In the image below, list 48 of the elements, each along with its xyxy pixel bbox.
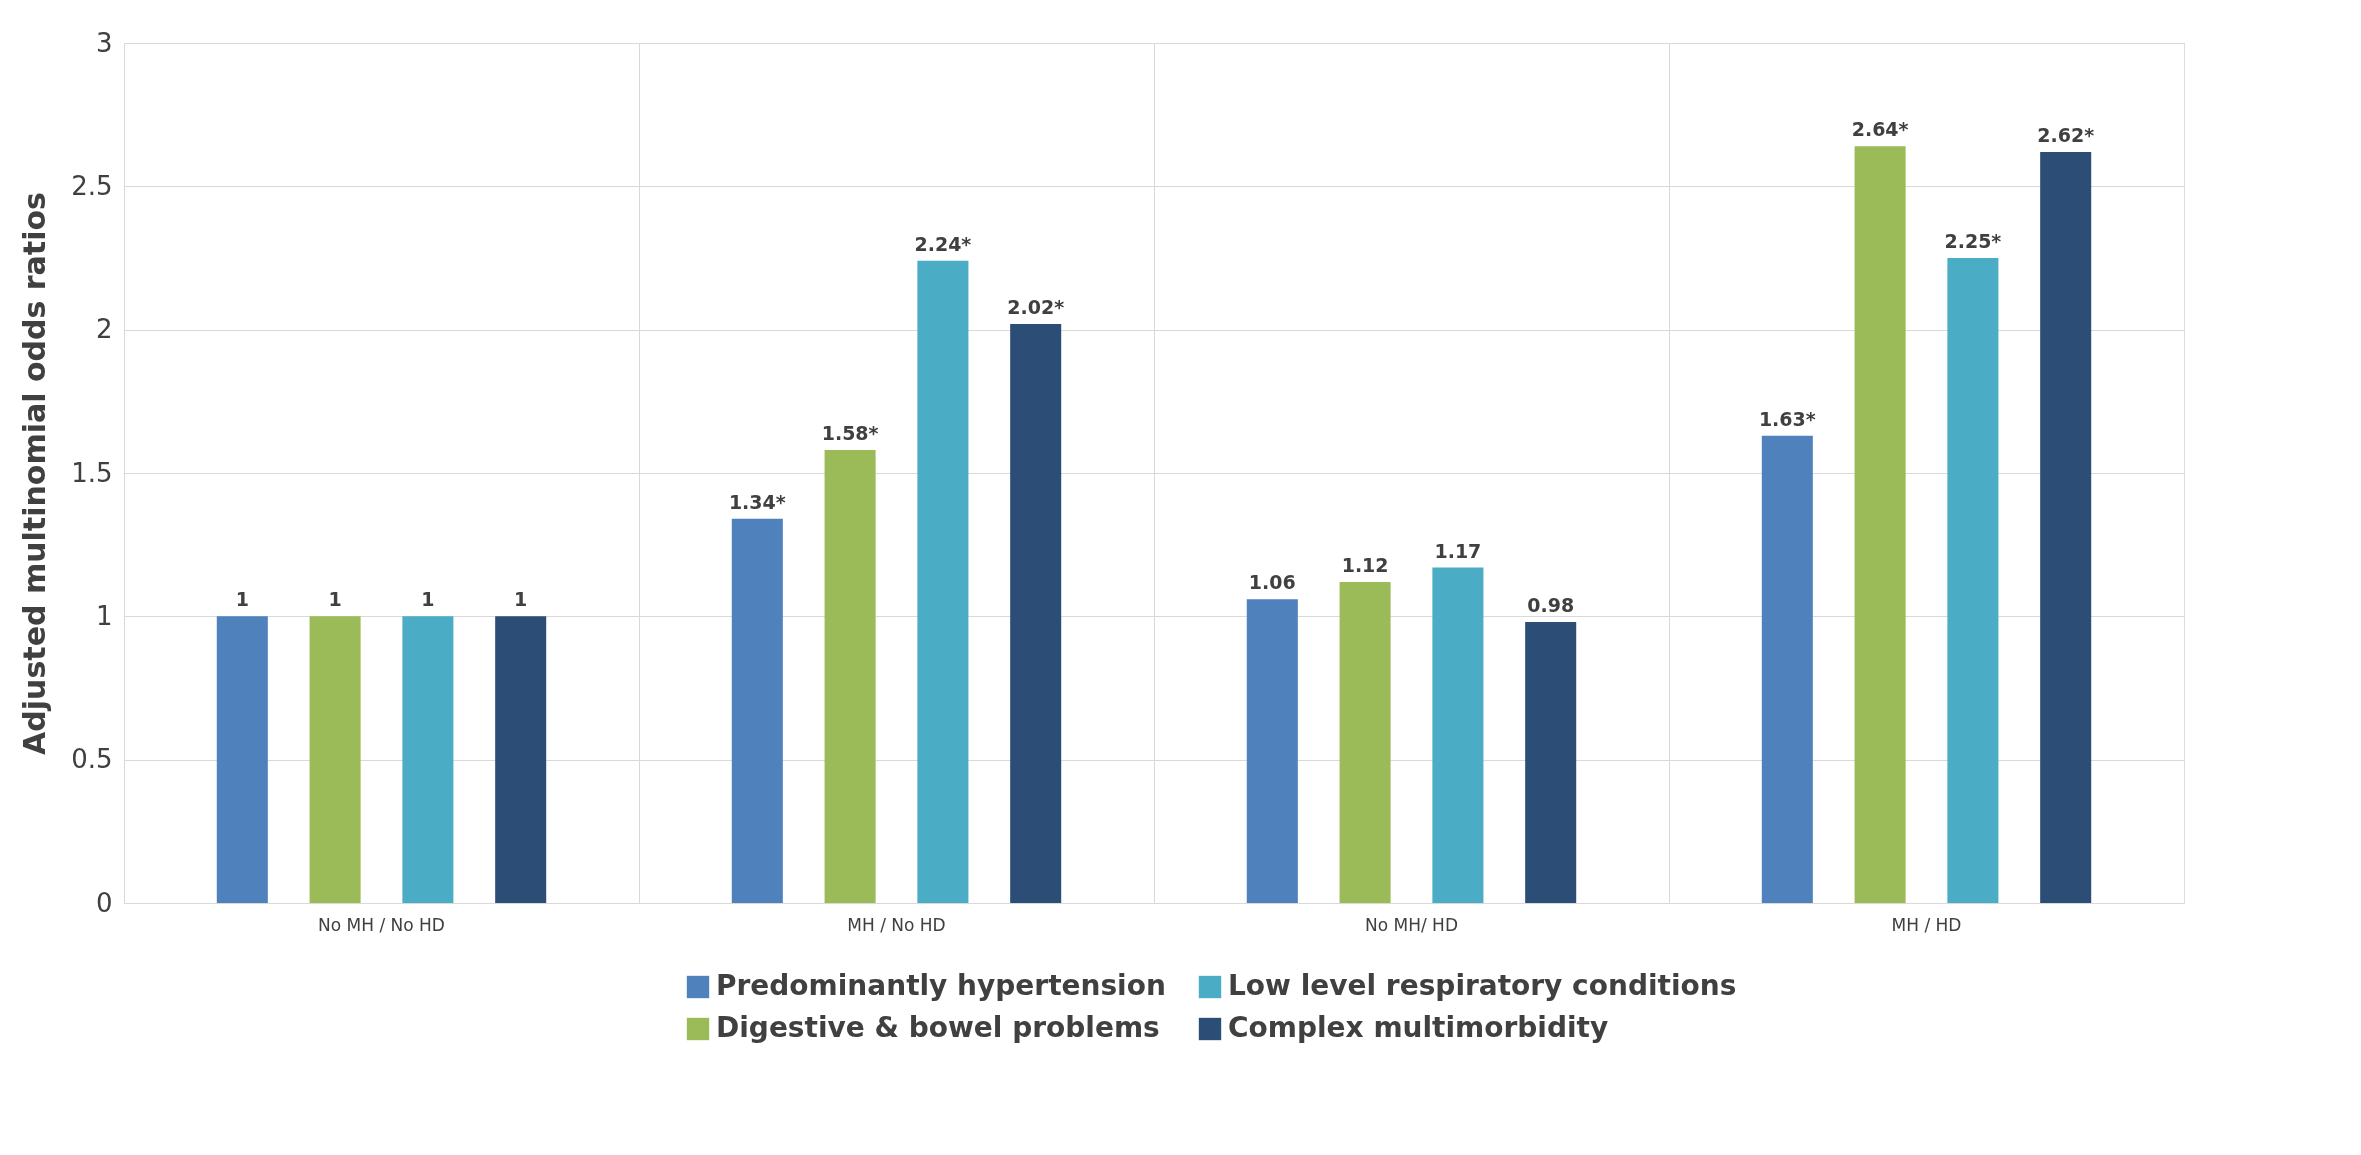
data-label: 1.58* — [821, 422, 879, 445]
bar — [1761, 435, 1813, 903]
bar — [495, 616, 547, 903]
bar — [2040, 151, 2092, 903]
bar — [1246, 599, 1298, 903]
y-axis-title: Adjusted multinomial odds ratios — [17, 192, 53, 755]
data-label: 1 — [235, 588, 249, 611]
data-label: 1 — [514, 588, 528, 611]
data-label: 1.17 — [1434, 539, 1482, 562]
bar — [216, 616, 268, 903]
y-tick-label: 0 — [95, 887, 113, 918]
x-tick-label: No MH/ HD — [1365, 914, 1458, 935]
y-tick-label: 2 — [95, 314, 113, 345]
data-label: 1.34* — [728, 490, 786, 513]
data-label: 1.06 — [1248, 571, 1296, 594]
legend-label: Low level respiratory conditions — [1228, 969, 1737, 1002]
x-tick-label: MH / No HD — [847, 914, 946, 935]
data-label: 2.64* — [1851, 118, 1909, 141]
bar — [1339, 581, 1391, 903]
y-tick-label: 2.5 — [71, 170, 113, 201]
data-label: 2.62* — [2037, 123, 2095, 146]
data-label: 2.25* — [1944, 230, 2002, 252]
y-tick-label: 3 — [95, 27, 113, 58]
bar — [917, 260, 969, 903]
y-tick-label: 0.5 — [71, 744, 113, 775]
data-label: 1 — [328, 588, 342, 611]
y-tick-label: 1.5 — [71, 457, 113, 488]
data-label: 1.12 — [1341, 553, 1389, 576]
bar — [1432, 567, 1484, 903]
bar — [731, 518, 783, 903]
x-tick-label: MH / HD — [1891, 914, 1962, 935]
data-label: 2.24* — [914, 232, 972, 255]
legend-label: Digestive & bowel problems — [716, 1011, 1160, 1044]
bar — [1854, 146, 1906, 903]
data-label: 1.63* — [1758, 407, 1816, 430]
legend-label: Complex multimorbidity — [1228, 1011, 1609, 1044]
bar — [1010, 323, 1062, 903]
bar — [309, 616, 361, 903]
bar — [1525, 622, 1577, 903]
bar — [1947, 258, 1999, 903]
legend-label: Predominantly hypertension — [716, 969, 1166, 1002]
y-tick-label: 1 — [95, 600, 113, 631]
x-tick-label: No MH / No HD — [318, 914, 445, 935]
data-label: 1 — [421, 588, 435, 611]
data-label: 0.98 — [1527, 594, 1575, 617]
data-label: 2.02* — [1007, 295, 1065, 318]
bar — [824, 450, 876, 903]
bar — [402, 616, 454, 903]
